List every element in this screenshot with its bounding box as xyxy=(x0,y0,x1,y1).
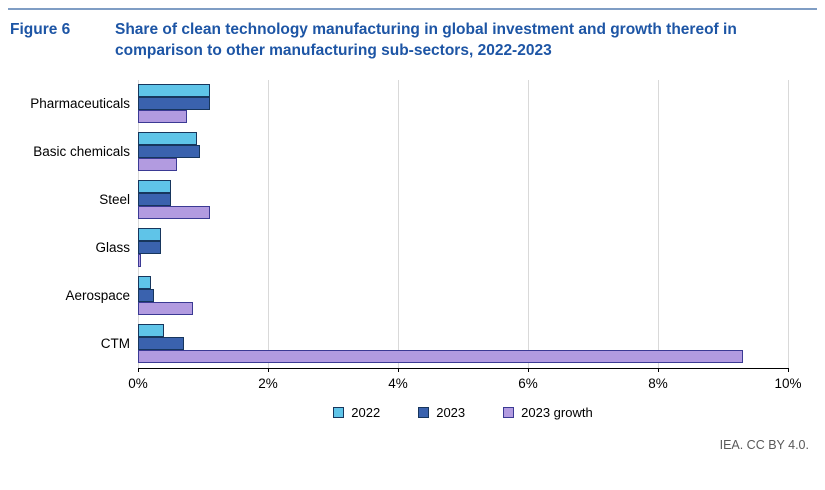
x-tick-label: 6% xyxy=(518,375,538,391)
source-credit: IEA. CC BY 4.0. xyxy=(719,437,809,452)
bar-2023-aerospace xyxy=(138,289,155,303)
legend-item-2023-growth: 2023 growth xyxy=(503,405,593,420)
category-label-basic-chemicals: Basic chemicals xyxy=(33,144,130,160)
category-label-steel: Steel xyxy=(99,192,130,208)
legend-label-2022: 2022 xyxy=(351,404,381,420)
x-tick-mark xyxy=(398,367,399,372)
plot-area xyxy=(138,79,789,372)
x-tick-mark xyxy=(528,367,529,372)
bar-2023-pharmaceuticals xyxy=(138,97,210,111)
bar-2023-growth-basic-chemicals xyxy=(138,158,177,172)
bar-2023-growth-aerospace xyxy=(138,302,194,316)
category-labels: Pharmaceuticals Basic chemicals Steel Glass… xyxy=(0,80,138,369)
gridline xyxy=(268,79,269,368)
x-tick-label: 4% xyxy=(388,375,408,391)
bar-group-ctm xyxy=(138,320,788,368)
figure-page: Figure 6 Share of clean technology manuf… xyxy=(0,8,825,490)
bar-2023-growth-steel xyxy=(138,206,210,220)
bar-2022-ctm xyxy=(138,324,164,338)
legend-label-2023: 2023 xyxy=(436,404,466,420)
bar-group-aerospace xyxy=(138,272,788,320)
legend-swatch-2023-growth xyxy=(503,406,515,418)
bar-2023-growth-ctm xyxy=(138,350,743,364)
category-label-glass: Glass xyxy=(95,240,130,256)
legend-swatch-2023 xyxy=(418,406,430,418)
bar-group-glass xyxy=(138,224,788,272)
top-divider xyxy=(8,8,817,10)
gridline xyxy=(788,79,789,368)
figure-label: Figure 6 xyxy=(10,21,71,38)
bar-2023-steel xyxy=(138,193,171,207)
bar-2022-pharmaceuticals xyxy=(138,84,210,98)
bar-2022-basic-chemicals xyxy=(138,132,197,146)
x-tick-label: 8% xyxy=(648,375,668,391)
gridline xyxy=(138,79,139,368)
bar-2022-glass xyxy=(138,228,161,242)
bar-2023-ctm xyxy=(138,337,184,351)
x-axis-labels: 0% 2% 4% 6% 8% 10% xyxy=(128,369,801,391)
x-tick-mark xyxy=(138,367,139,372)
bar-2022-aerospace xyxy=(138,276,151,290)
bar-2023-glass xyxy=(138,241,161,255)
bar-group-steel xyxy=(138,176,788,224)
legend-swatch-2022 xyxy=(333,406,345,418)
bar-rows xyxy=(138,80,788,368)
x-tick-mark xyxy=(658,367,659,372)
category-label-pharmaceuticals: Pharmaceuticals xyxy=(30,96,130,112)
x-tick-label: 10% xyxy=(774,375,802,391)
category-label-ctm: CTM xyxy=(100,336,130,352)
bar-group-pharmaceuticals xyxy=(138,80,788,128)
bar-2022-steel xyxy=(138,180,171,194)
bar-2023-basic-chemicals xyxy=(138,145,200,159)
x-tick-mark xyxy=(788,367,789,372)
x-tick-label: 0% xyxy=(128,375,148,391)
figure-header: Figure 6 Share of clean technology manuf… xyxy=(0,10,825,62)
legend-item-2023: 2023 xyxy=(418,405,465,420)
bar-chart: Pharmaceuticals Basic chemicals Steel Glass… xyxy=(0,79,825,372)
bar-2023-growth-glass xyxy=(138,254,142,268)
x-tick-mark xyxy=(268,367,269,372)
gridline xyxy=(658,79,659,368)
gridline xyxy=(398,79,399,368)
legend-label-2023-growth: 2023 growth xyxy=(521,404,593,420)
bar-2023-growth-pharmaceuticals xyxy=(138,110,187,124)
x-tick-label: 2% xyxy=(258,375,278,391)
bar-group-basic-chemicals xyxy=(138,128,788,176)
legend: 2022 2023 2023 growth xyxy=(138,405,788,420)
gridlines xyxy=(138,79,789,372)
legend-item-2022: 2022 xyxy=(333,405,380,420)
category-label-aerospace: Aerospace xyxy=(65,288,130,304)
figure-title: Share of clean technology manufacturing … xyxy=(115,21,737,59)
gridline xyxy=(528,79,529,368)
